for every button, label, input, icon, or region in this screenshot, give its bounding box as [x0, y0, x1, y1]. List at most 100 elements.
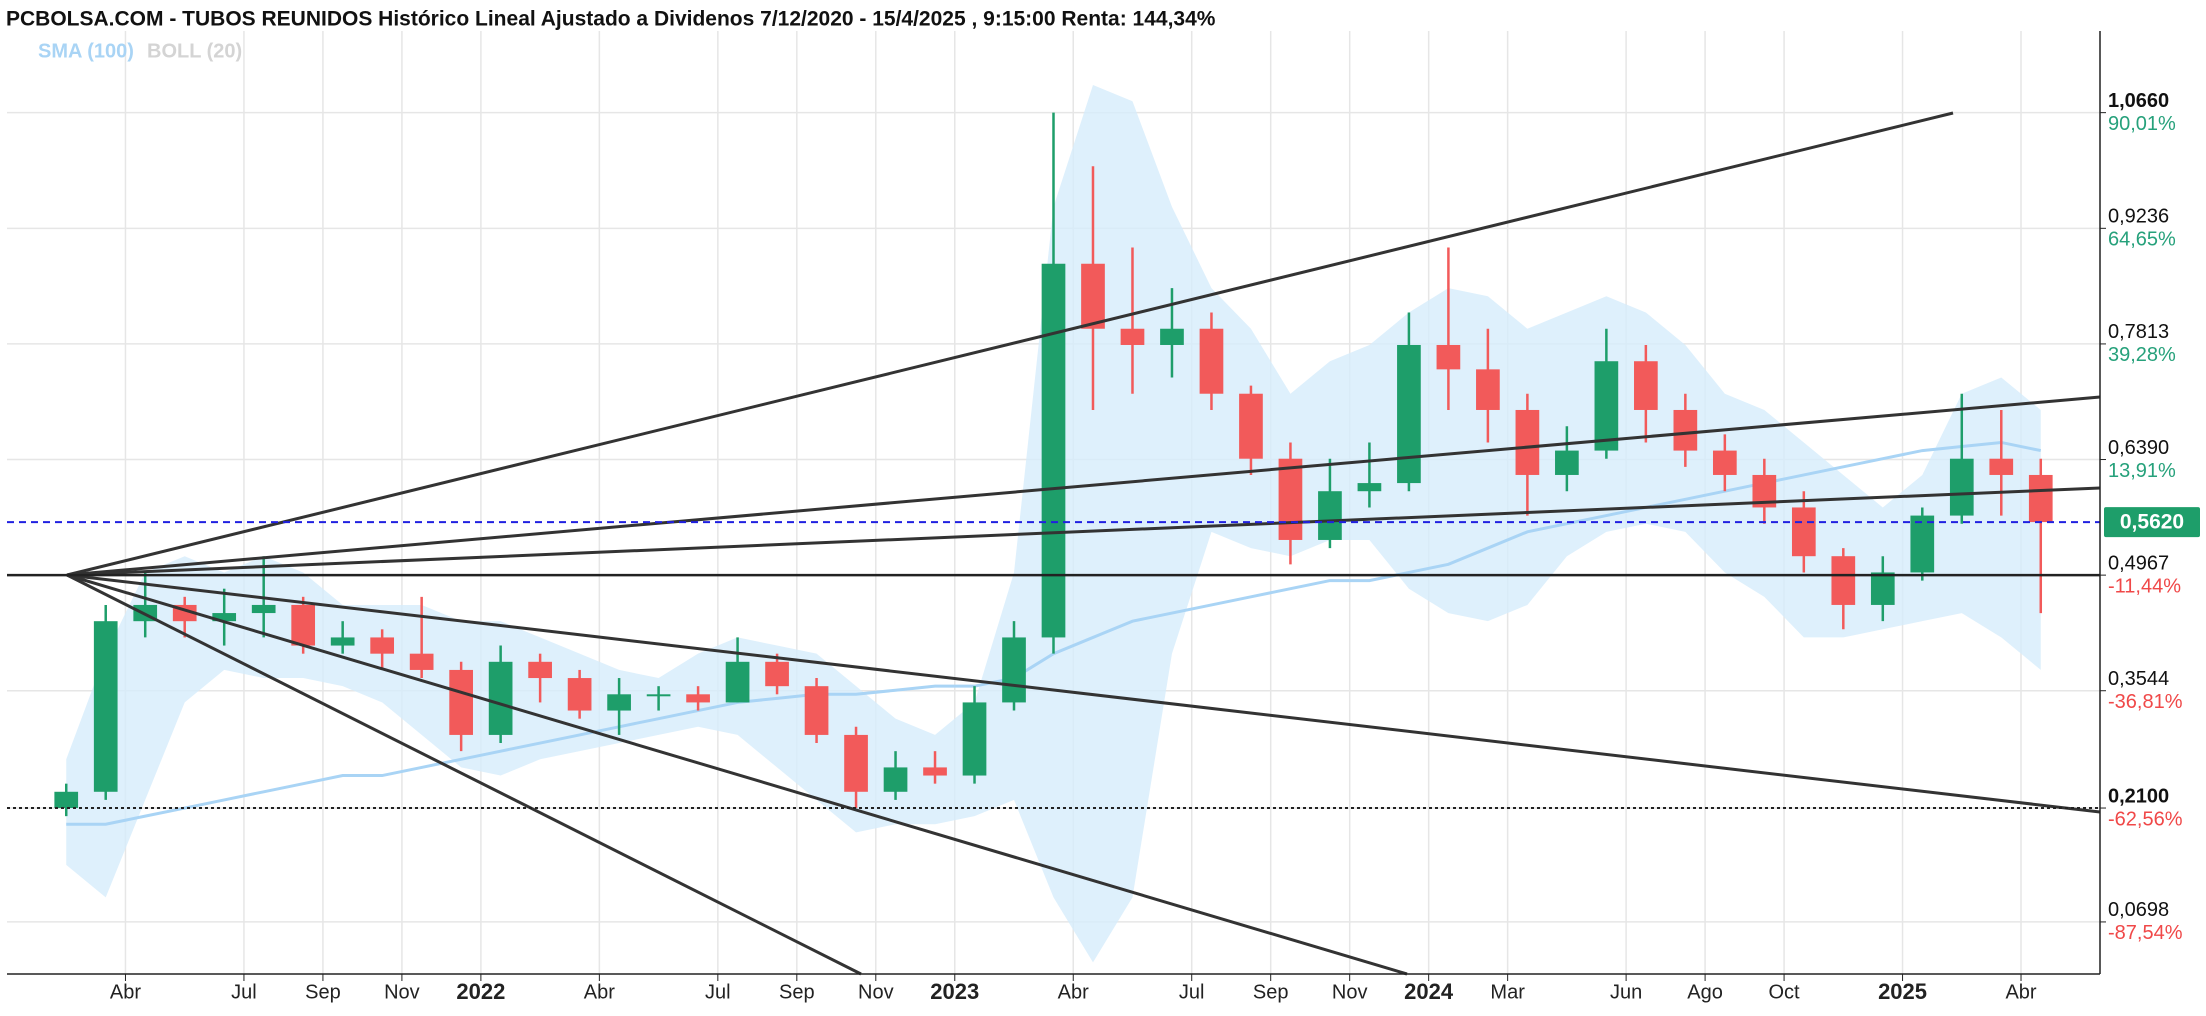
candle-body: [93, 621, 118, 792]
plot: 0,5620 Abr Jul Sep Nov 2022 Abr Jul Sep Nov 2023 A…: [7, 31, 2200, 1004]
x-tick-label: Sep: [1253, 981, 1289, 1003]
candle-body: [528, 661, 552, 679]
y-pct-label: -11,44%: [2108, 575, 2181, 597]
candle-body: [1278, 458, 1303, 540]
y-pct-label: 39,28%: [2108, 344, 2176, 366]
y-pct-label: -87,54%: [2108, 922, 2183, 944]
current-price-label: 0,5620: [2120, 511, 2184, 534]
candle-body: [1594, 361, 1619, 451]
candle-body: [1120, 328, 1145, 345]
candle-body: [883, 767, 908, 792]
candle-body: [1318, 491, 1342, 540]
levels: 0,5620: [7, 507, 2200, 810]
candle-body: [1199, 328, 1224, 394]
y-tick-label: 0,9236: [2108, 206, 2169, 228]
candle-body: [54, 791, 79, 809]
candle-body: [1910, 515, 1935, 573]
candle-body: [923, 767, 947, 776]
x-tick-label: Abr: [584, 981, 615, 1003]
x-tick-label: Sep: [779, 981, 815, 1003]
trend-line: [66, 486, 2101, 577]
y-tick-label: 1,0660: [2108, 90, 2169, 112]
y-tick-label: 0,0698: [2108, 899, 2169, 921]
y-pct-label: 64,65%: [2108, 229, 2176, 251]
x-tick-label: Abr: [110, 981, 141, 1003]
y-pct-label: 13,91%: [2108, 460, 2176, 482]
candle-body: [1791, 507, 1816, 557]
trend-line: [66, 111, 1954, 577]
candle-body: [1357, 483, 1382, 492]
candle-body: [1160, 328, 1184, 345]
x-tick-label: Nov: [858, 981, 894, 1003]
legend-entry: BOLL (20): [147, 40, 242, 62]
candle-body: [212, 613, 237, 622]
y-pct-label: -62,56%: [2108, 808, 2183, 830]
candle-body: [804, 686, 829, 735]
trend-lines: [66, 111, 2101, 976]
candle-body: [330, 637, 355, 646]
candle-body: [646, 694, 671, 697]
candle-body: [1002, 637, 1026, 703]
y-tick-label: 0,2100: [2108, 785, 2169, 807]
candle-body: [725, 661, 750, 703]
candle-body: [1712, 450, 1737, 475]
candle-body: [1041, 263, 1066, 638]
candle-body: [962, 702, 987, 776]
x-tick-label: Jul: [1179, 981, 1205, 1003]
candle-body: [765, 661, 789, 687]
candle-body: [370, 637, 395, 654]
x-tick-label: 2023: [930, 979, 979, 1004]
trend-line: [66, 395, 2101, 577]
candle-body: [1949, 458, 1974, 516]
candle-body: [607, 694, 631, 711]
axes: Abr Jul Sep Nov 2022 Abr Jul Sep Nov 2023 Abr Jul Se…: [7, 31, 2183, 1004]
candle-body: [488, 661, 513, 735]
trend-line: [66, 573, 2101, 814]
candle-body: [1634, 361, 1658, 410]
candle-body: [1752, 474, 1777, 508]
x-tick-label: Jul: [705, 981, 731, 1003]
y-pct-label: -36,81%: [2108, 691, 2183, 713]
candle-body: [1673, 409, 1698, 451]
y-pct-label: 90,01%: [2108, 113, 2176, 135]
x-tick-label: Mar: [1490, 981, 1525, 1003]
candle-body: [1989, 458, 2014, 475]
x-tick-label: Abr: [1058, 981, 1089, 1003]
x-tick-label: Jul: [231, 981, 257, 1003]
candle-body: [1239, 393, 1263, 459]
candle-body: [449, 669, 473, 735]
candle-body: [409, 653, 434, 670]
candle-body: [1397, 344, 1421, 484]
current-price-tag: [2104, 507, 2200, 538]
x-tick-label: Abr: [2005, 981, 2036, 1003]
y-tick-label: 0,6390: [2108, 437, 2169, 459]
x-tick-label: Sep: [305, 981, 341, 1003]
x-tick-label: 2025: [1878, 979, 1927, 1004]
candle-body: [1831, 556, 1856, 605]
candle-body: [1081, 263, 1105, 329]
x-tick-label: 2022: [456, 979, 505, 1004]
x-tick-label: Nov: [1332, 981, 1368, 1003]
y-tick-label: 0,4967: [2108, 552, 2169, 574]
candle-body: [1436, 344, 1461, 370]
candles: [54, 112, 2053, 817]
chart-title: PCBOLSA.COM - TUBOS REUNIDOS Histórico L…: [6, 8, 1216, 31]
candle-body: [686, 694, 710, 703]
candle-body: [1515, 409, 1540, 475]
y-tick-label: 0,7813: [2108, 321, 2169, 343]
trend-line: [66, 573, 1408, 976]
x-tick-label: Nov: [384, 981, 420, 1003]
candle-body: [1555, 450, 1579, 475]
candle-body: [567, 678, 592, 711]
y-tick-label: 0,3544: [2108, 668, 2169, 690]
legend-entry: SMA (100): [38, 40, 134, 62]
x-tick-label: Jun: [1610, 981, 1642, 1003]
candle-body: [291, 604, 316, 646]
candle-body: [251, 604, 276, 614]
candle-body: [1476, 369, 1500, 410]
x-tick-label: Oct: [1769, 981, 1801, 1003]
candle-body: [2028, 474, 2053, 523]
x-tick-label: Ago: [1687, 981, 1723, 1003]
